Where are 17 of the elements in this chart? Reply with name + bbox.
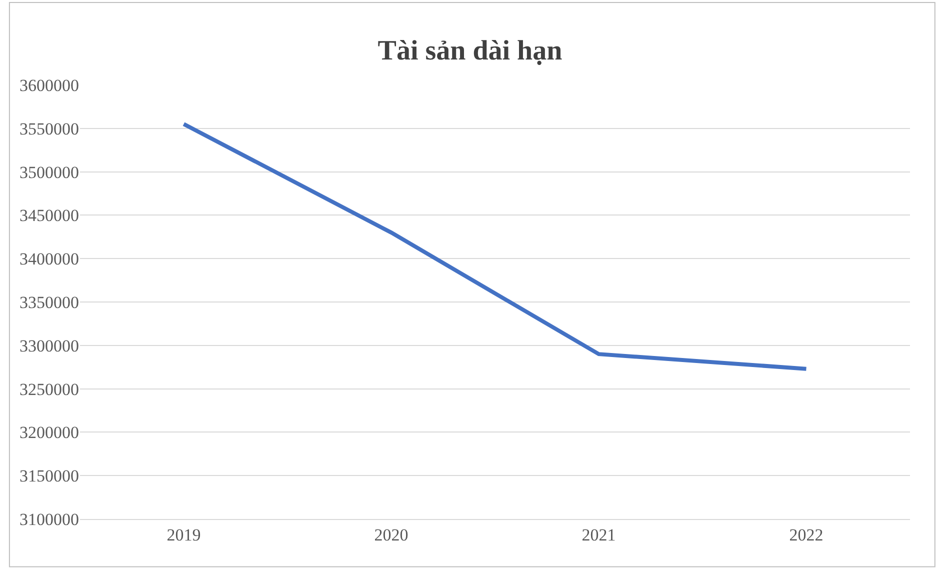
x-tick-label: 2020	[374, 525, 408, 544]
y-tick-label: 3350000	[20, 292, 79, 312]
y-tick-label: 3100000	[20, 510, 79, 529]
x-tick-label: 2022	[789, 525, 824, 544]
y-tick-label: 3250000	[20, 380, 79, 399]
y-tick-label: 3150000	[20, 466, 79, 486]
x-tick-label: 2021	[582, 525, 616, 544]
y-tick-label: 3400000	[20, 250, 79, 269]
y-tick-label: 3550000	[20, 119, 79, 138]
y-tick-label: 3600000	[20, 76, 79, 95]
line-series	[182, 122, 808, 371]
y-tick-label: 3200000	[20, 423, 79, 442]
y-tick-label: 3500000	[20, 162, 79, 182]
y-tick-label: 3300000	[20, 336, 79, 356]
x-tick-label: 2019	[166, 525, 201, 544]
chart-title: Tài sản dài hạn	[378, 35, 563, 66]
y-tick-label: 3450000	[20, 206, 79, 226]
